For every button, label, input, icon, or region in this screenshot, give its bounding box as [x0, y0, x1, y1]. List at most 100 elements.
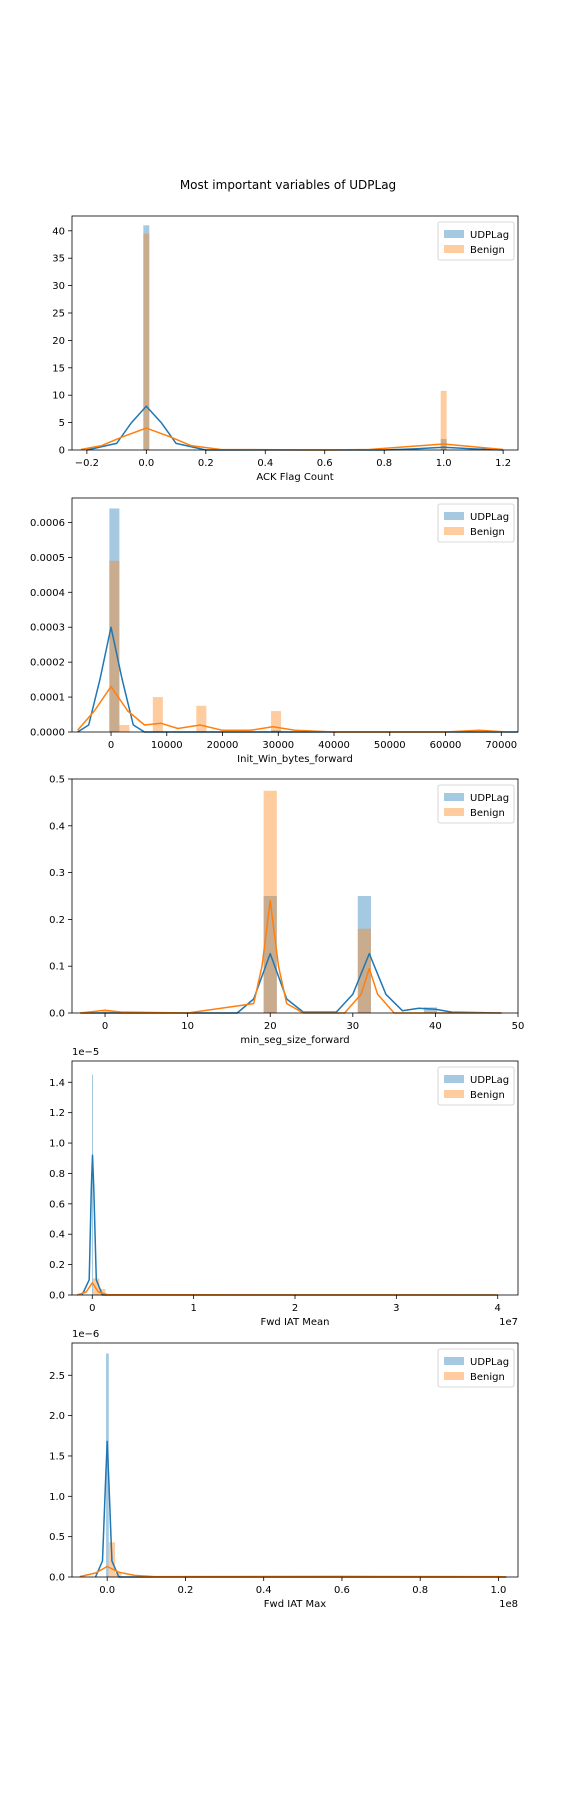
hist-bar-benign	[196, 705, 207, 732]
legend-label-udplag: UDPLag	[470, 512, 509, 523]
hist-bar-benign	[152, 697, 163, 732]
y-tick-label: 1.0	[49, 1492, 65, 1503]
y-tick-label: 0	[59, 446, 65, 457]
hist-bar-udplag	[357, 896, 371, 1013]
kde-line-benign	[79, 1565, 507, 1578]
hist-bar-benign	[101, 1010, 115, 1013]
hist-bar-benign	[119, 725, 130, 732]
subplot-4: 0 1 2 3 4 0.0 0.2 0.4 0.6 0.8 1.0 1.2 1.4 Fwd IAT Mea…	[49, 1047, 519, 1328]
x-tick-label: 20000	[207, 740, 239, 751]
y-tick-label: 0.4	[49, 1230, 65, 1241]
x-axis-label: min_seg_size_forward	[240, 1035, 349, 1046]
x-tick-label: 1.0	[436, 458, 452, 469]
y-tick-label: 0.1	[49, 962, 65, 973]
x-axis-label: Init_Win_bytes_forward	[237, 754, 353, 765]
y-tick-label: 2.0	[49, 1411, 65, 1422]
x-tick-label: 0.4	[257, 458, 273, 469]
y-tick-label: 0.0	[49, 1009, 65, 1020]
kde-line-benign	[80, 427, 504, 451]
y-tick-label: 0.5	[49, 1532, 65, 1543]
axes-frame	[71, 215, 519, 451]
x-tick-label: 60000	[430, 740, 462, 751]
y-tick-label: 0.2	[49, 1260, 65, 1271]
y-tick-label: 0.0000	[30, 728, 65, 739]
subplot-1: −0.2 0.0 0.2 0.4 0.6 0.8 1.0 1.2 0 5 10 15 20 25 30 35 4…	[52, 215, 519, 483]
hist-bar-benign	[99, 1288, 106, 1295]
y-tick-label: 0.0006	[30, 518, 65, 529]
axes-frame	[71, 1342, 519, 1578]
y-tick-label: 30	[52, 281, 65, 292]
legend-swatch-benign	[444, 527, 464, 535]
legend-label-udplag: UDPLag	[470, 1075, 509, 1086]
x-tick-label: 0.2	[178, 1585, 194, 1596]
y-tick-label: 35	[52, 254, 65, 265]
x-tick-label: 0.4	[256, 1585, 272, 1596]
legend-swatch-benign	[444, 1090, 464, 1098]
y-tick-label: 0.0003	[30, 623, 65, 634]
y-tick-label: 0.3	[49, 868, 65, 879]
x-tick-label: 20	[264, 1021, 277, 1032]
legend-label-benign: Benign	[470, 245, 505, 256]
hist-bar-udplag	[109, 508, 120, 732]
y-tick-label: 0.5	[49, 775, 65, 786]
y-tick-label: 0.0005	[30, 553, 65, 564]
x-tick-label: 0.6	[317, 458, 333, 469]
axes-frame	[71, 497, 519, 733]
kde-line-benign	[76, 1282, 498, 1296]
legend-swatch-udplag	[444, 1075, 464, 1083]
x-tick-label: 50000	[374, 740, 406, 751]
legend-label-benign: Benign	[470, 1090, 505, 1101]
kde-line-benign	[77, 685, 507, 733]
legend-label-udplag: UDPLag	[470, 793, 509, 804]
kde-line-benign	[80, 899, 502, 1014]
x-tick-label: 0	[108, 740, 114, 751]
y-tick-label: 0.2	[49, 915, 65, 926]
hist-bar-udplag	[271, 730, 282, 732]
x-tick-label: 0.6	[334, 1585, 350, 1596]
legend-box	[437, 503, 515, 543]
y-tick-label: 0.0	[49, 1573, 65, 1584]
x-tick-label: 0	[89, 1303, 95, 1314]
legend-swatch-benign	[444, 245, 464, 253]
x-tick-label: 10	[181, 1021, 194, 1032]
x-axis-label: Fwd IAT Mean	[260, 1317, 329, 1328]
hist-bar-benign	[143, 233, 150, 450]
x-tick-label: 30000	[262, 740, 294, 751]
x-tick-label: 4	[495, 1303, 501, 1314]
hist-bar-udplag	[423, 1007, 438, 1013]
y-tick-label: 1.5	[49, 1451, 65, 1462]
hist-bar-benign	[271, 711, 282, 732]
x-offset-label: 1e8	[499, 1599, 518, 1610]
x-tick-label: 40000	[318, 740, 350, 751]
x-tick-label: 2	[292, 1303, 298, 1314]
legend-box	[437, 784, 515, 824]
x-tick-label: 0.0	[99, 1585, 115, 1596]
y-tick-label: 20	[52, 336, 65, 347]
y-tick-label: 5	[59, 418, 65, 429]
y-tick-label: 0.0002	[30, 658, 65, 669]
y-tick-label: 25	[52, 308, 65, 319]
legend-swatch-udplag	[444, 793, 464, 801]
x-tick-label: −0.2	[75, 458, 99, 469]
y-tick-label: 10	[52, 391, 65, 402]
y-tick-label: 0.0	[49, 1291, 65, 1302]
y-tick-label: 0.6	[49, 1199, 65, 1210]
subplot-3: 0 10 20 30 40 50 0.0 0.1 0.2 0.3 0.4 0.5 min_seg_siz…	[49, 775, 524, 1047]
legend-swatch-udplag	[444, 1357, 464, 1365]
x-tick-label: 50	[512, 1021, 525, 1032]
figure-title: Most important variables of UDPLag	[179, 178, 397, 192]
subplot-2: 0 10000 20000 30000 40000 50000 60000 70000 0.00…	[30, 497, 519, 765]
legend-box	[437, 1066, 515, 1106]
x-tick-label: 70000	[485, 740, 517, 751]
legend-label-udplag: UDPLag	[470, 1357, 509, 1368]
legend-swatch-udplag	[444, 230, 464, 238]
y-tick-label: 1.0	[49, 1139, 65, 1150]
y-tick-label: 15	[52, 363, 65, 374]
hist-bar-udplag	[143, 225, 150, 450]
x-tick-label: 0.8	[376, 458, 392, 469]
y-tick-label: 0.4	[49, 821, 65, 832]
x-tick-label: 0.2	[198, 458, 214, 469]
y-tick-label: 2.5	[49, 1371, 65, 1382]
x-tick-label: 0.0	[138, 458, 154, 469]
